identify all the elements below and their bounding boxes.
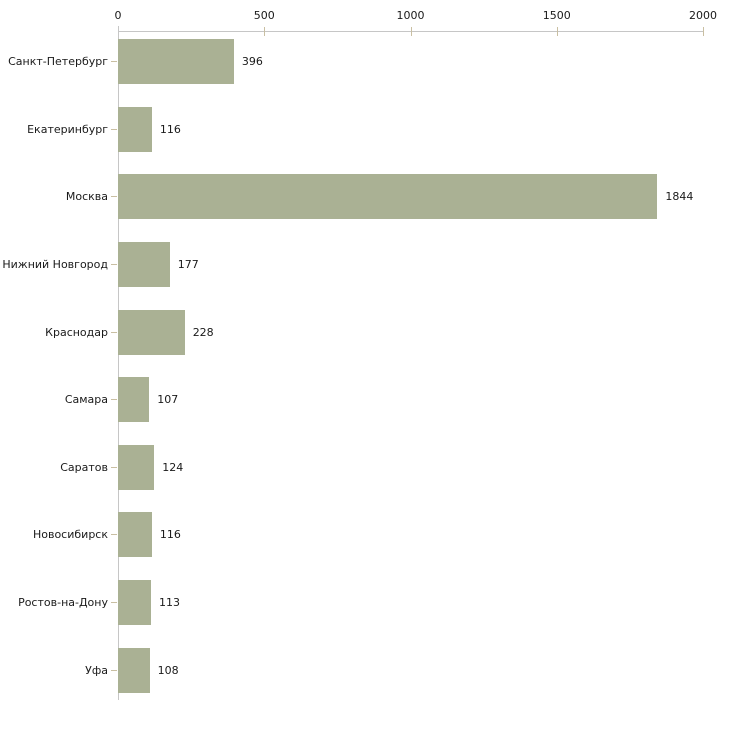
category-tick-mark	[111, 196, 117, 198]
x-axis-tick-mark	[556, 27, 558, 36]
chart-row: Новосибирск 116	[0, 501, 730, 569]
bar-value-label: 396	[241, 55, 263, 69]
bar	[118, 512, 152, 558]
category-label: Ростов-на-Дону	[18, 596, 108, 610]
bar	[118, 174, 658, 220]
x-axis-tick-mark	[703, 27, 704, 36]
category-label: Москва	[65, 190, 108, 204]
category-tick-mark	[111, 61, 117, 63]
bar	[118, 39, 234, 85]
category-label: Новосибирск	[32, 528, 108, 542]
category-tick-mark	[111, 128, 117, 130]
x-axis-tick-label: 2000	[689, 9, 717, 22]
chart-row: Нижний Новгород 177	[0, 231, 730, 299]
x-axis-tick-mark	[264, 27, 266, 36]
bar	[118, 309, 185, 355]
chart-row: Москва 1844	[0, 163, 730, 231]
chart-row: Краснодар 228	[0, 298, 730, 366]
bar	[118, 444, 155, 490]
y-axis-line	[118, 26, 119, 700]
category-label: Екатеринбург	[27, 122, 108, 136]
chart-rows: Санкт-Петербург 396 Екатеринбург 116 Москва 1…	[0, 28, 730, 704]
x-axis-tick-mark	[410, 27, 412, 36]
bar	[118, 106, 152, 152]
bar	[118, 377, 150, 423]
category-label: Уфа	[85, 663, 108, 677]
x-axis-tick-label: 0	[114, 9, 122, 22]
category-label: Самара	[64, 393, 108, 407]
chart-row: Ростов-на-Дону 113	[0, 569, 730, 637]
category-label: Саратов	[60, 460, 108, 474]
x-axis-tick-label: 500	[253, 9, 275, 22]
category-label: Нижний Новгород	[2, 258, 108, 272]
category-tick-mark	[111, 466, 117, 468]
category-tick-mark	[111, 264, 117, 266]
bar	[118, 242, 170, 288]
bar-value-label: 108	[157, 663, 179, 677]
category-tick-mark	[111, 534, 117, 536]
x-axis-tick-label: 1000	[396, 9, 425, 22]
bar-value-label: 124	[162, 460, 184, 474]
category-label: Краснодар	[45, 325, 108, 339]
category-tick-mark	[111, 331, 117, 333]
chart-row: Саратов 124	[0, 434, 730, 502]
chart-row: Санкт-Петербург 396	[0, 28, 730, 96]
x-axis-tick-label: 1500	[542, 9, 571, 22]
bar	[118, 580, 152, 626]
bar-value-label: 177	[177, 258, 199, 272]
bar-value-label: 107	[157, 393, 179, 407]
chart-row: Екатеринбург 116	[0, 96, 730, 164]
chart-row: Самара 107	[0, 366, 730, 434]
category-label: Санкт-Петербург	[8, 55, 108, 69]
bar-value-label: 228	[192, 325, 214, 339]
bar-value-label: 1844	[665, 190, 694, 204]
bar	[118, 647, 150, 693]
bar-value-label: 113	[159, 596, 181, 610]
category-tick-mark	[111, 669, 117, 671]
category-tick-mark	[111, 602, 117, 604]
category-tick-mark	[111, 399, 117, 401]
chart-row: Уфа 108	[0, 636, 730, 704]
bar-value-label: 116	[159, 122, 181, 136]
bar-value-label: 116	[159, 528, 181, 542]
